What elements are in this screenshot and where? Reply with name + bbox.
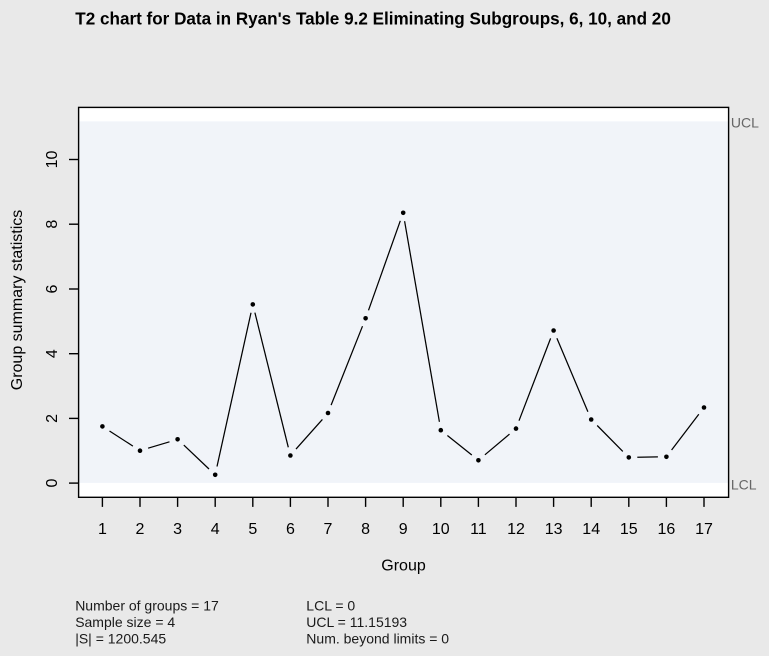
svg-text:6: 6	[44, 284, 61, 293]
svg-text:10: 10	[44, 151, 61, 169]
svg-text:7: 7	[324, 521, 333, 538]
svg-text:UCL: UCL	[731, 115, 759, 131]
svg-text:2: 2	[44, 414, 61, 423]
svg-text:8: 8	[361, 521, 370, 538]
svg-text:6: 6	[286, 521, 295, 538]
svg-text:11: 11	[470, 521, 487, 538]
svg-text:16: 16	[658, 521, 676, 538]
svg-text:1: 1	[98, 521, 107, 538]
svg-text:4: 4	[44, 349, 61, 358]
svg-text:Group summary statistics: Group summary statistics	[9, 210, 26, 390]
svg-text:Sample size = 4: Sample size = 4	[75, 614, 175, 630]
svg-text:4: 4	[211, 521, 220, 538]
svg-text:LCL: LCL	[731, 477, 757, 493]
svg-text:LCL = 0: LCL = 0	[306, 598, 355, 614]
svg-text:9: 9	[399, 521, 408, 538]
svg-text:Number of groups = 17: Number of groups = 17	[75, 598, 219, 614]
svg-text:8: 8	[44, 220, 61, 229]
svg-text:5: 5	[248, 521, 257, 538]
svg-text:Group: Group	[381, 558, 426, 575]
svg-text:10: 10	[432, 521, 450, 538]
svg-text:3: 3	[173, 521, 182, 538]
svg-text:|S| = 1200.545: |S| = 1200.545	[75, 631, 166, 647]
svg-text:17: 17	[695, 521, 713, 538]
svg-text:14: 14	[582, 521, 600, 538]
svg-text:13: 13	[545, 521, 563, 538]
svg-text:2: 2	[136, 521, 145, 538]
svg-text:T2 chart for Data in Ryan's Ta: T2 chart for Data in Ryan's Table 9.2 El…	[75, 10, 671, 29]
svg-text:Num. beyond limits = 0: Num. beyond limits = 0	[306, 631, 449, 647]
svg-text:0: 0	[44, 479, 61, 488]
svg-text:UCL = 11.15193: UCL = 11.15193	[306, 614, 407, 630]
svg-text:15: 15	[620, 521, 638, 538]
svg-text:12: 12	[507, 521, 525, 538]
